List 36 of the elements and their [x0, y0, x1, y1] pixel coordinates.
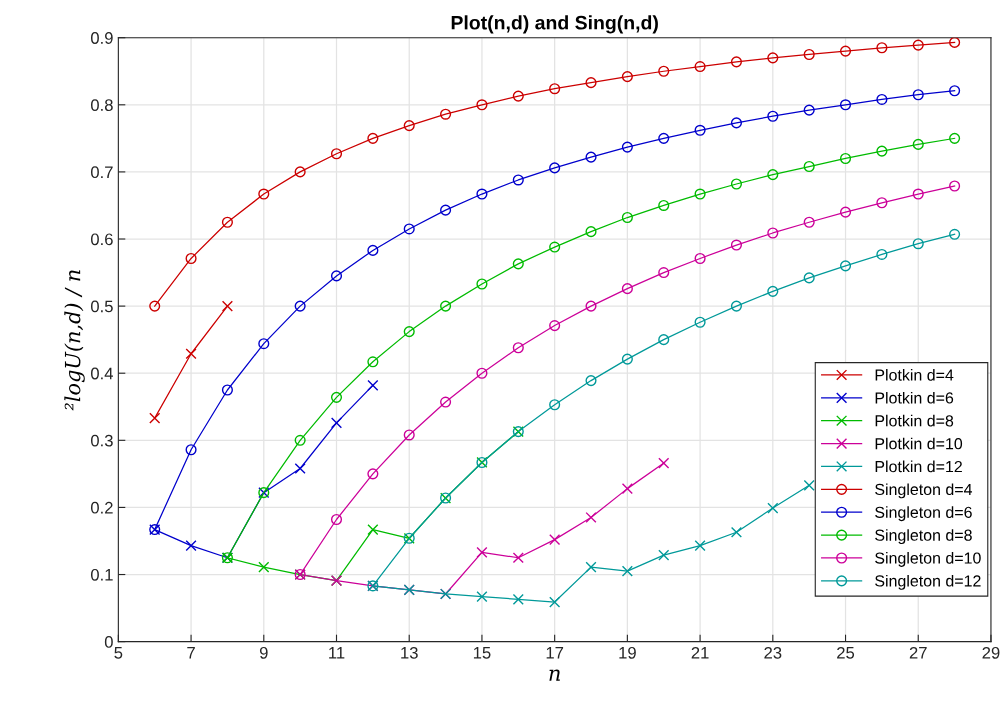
legend-label: Singleton d=4: [875, 483, 973, 499]
x-tick-label: 29: [982, 646, 1000, 659]
legend-label: Plotkin d=12: [875, 460, 962, 473]
legend-label: Plotkin d=10: [875, 437, 963, 450]
x-tick-label: 23: [764, 646, 782, 659]
y-tick-label: 0.5: [90, 300, 113, 313]
y-tick-label: 0.4: [90, 367, 114, 380]
y-tick-label: 0.3: [90, 434, 113, 447]
x-tick-label: 25: [837, 646, 855, 659]
y-tick-label: 0: [104, 636, 113, 648]
x-tick-label: 13: [401, 646, 418, 659]
legend-label: Singleton d=10: [875, 552, 981, 567]
y-tick-label: 0.2: [90, 501, 113, 514]
y-tick-label: 0.9: [90, 32, 113, 44]
legend-label: Plotkin d=8: [875, 414, 954, 427]
x-tick-label: 17: [546, 647, 564, 659]
x-tick-label: 21: [691, 646, 709, 659]
x-tick-label: 7: [187, 647, 195, 659]
x-tick-label: 27: [909, 646, 927, 659]
x-tick-label: 11: [329, 647, 345, 659]
x-tick-label: 5: [114, 647, 123, 659]
y-tick-label: 0.6: [90, 233, 113, 246]
x-axis-title: n: [549, 669, 560, 681]
legend-label: Plotkin d=6: [875, 391, 954, 404]
legend-label: Singleton d=6: [875, 506, 972, 522]
x-tick-label: 15: [473, 647, 491, 659]
legend-label: Singleton d=12: [875, 574, 981, 590]
y-tick-label: 0.8: [90, 99, 113, 112]
y-tick-label: 0.7: [90, 166, 113, 179]
y-axis-title: ²logU(n,d) / n: [64, 270, 85, 411]
legend-label: Singleton d=8: [875, 529, 972, 545]
chart-title: Plot(n,d) and Sing(n,d): [451, 15, 658, 34]
legend-label: Plotkin d=4: [875, 369, 954, 381]
x-tick-label: 9: [259, 646, 268, 659]
x-tick-label: 19: [619, 646, 636, 659]
y-tick-label: 0.1: [90, 568, 113, 581]
